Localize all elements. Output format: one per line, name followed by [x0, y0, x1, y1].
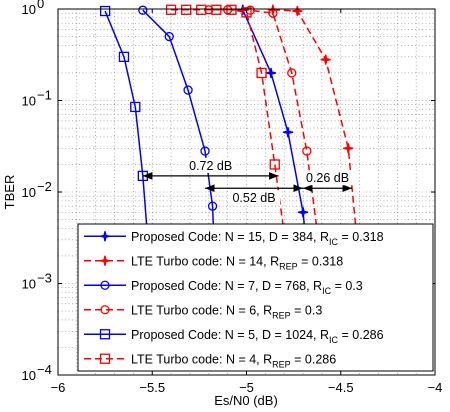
y-tick-label: 10 — [22, 368, 36, 383]
legend-entry: Proposed Code: N = 15, D = 384, RIC = 0.… — [84, 230, 384, 247]
legend-label: Proposed Code: N = 7, D = 768, RIC = 0.3 — [131, 279, 363, 296]
data-point — [265, 67, 277, 79]
x-tick-label: −5.5 — [139, 380, 165, 395]
data-point — [196, 4, 207, 15]
data-point — [181, 4, 192, 15]
data-point — [200, 146, 210, 156]
x-tick-label: −4.5 — [328, 380, 354, 395]
x-tick-label: −5 — [239, 380, 254, 395]
data-point — [292, 5, 303, 17]
y-tick-exponent: −2 — [37, 179, 52, 194]
annotation-label-bg — [228, 190, 281, 206]
legend-entry: LTE Turbo code: N = 6, RREP = 0.3 — [84, 303, 322, 320]
y-tick-label: 10 — [22, 2, 36, 17]
legend-marker — [99, 329, 111, 340]
data-point — [269, 159, 280, 170]
data-point — [302, 146, 312, 156]
data-point — [130, 101, 141, 113]
data-point — [211, 4, 222, 15]
legend-marker — [99, 353, 111, 364]
annotation-label: 0.72 dB — [189, 159, 232, 173]
legend-label: LTE Turbo code: N = 6, RREP = 0.3 — [131, 303, 322, 320]
data-point — [183, 85, 193, 95]
data-point — [343, 143, 354, 154]
data-point — [207, 201, 218, 211]
data-point — [282, 127, 294, 138]
legend-marker — [100, 280, 110, 290]
legend-entry: Proposed Code: N = 5, D = 1024, RIC = 0.… — [84, 328, 384, 345]
annotation-label: 0.26 dB — [306, 171, 349, 185]
y-tick-exponent: −1 — [37, 88, 52, 103]
y-tick-label: 10 — [22, 277, 36, 292]
y-axis-label: TBER — [2, 175, 17, 210]
legend-box — [77, 223, 434, 372]
legend-label: LTE Turbo code: N = 14, RREP = 0.318 — [131, 254, 343, 271]
y-tick-exponent: 0 — [37, 0, 44, 11]
annotation-label: 0.52 dB — [232, 191, 275, 205]
data-point — [256, 67, 267, 79]
data-point — [297, 207, 309, 218]
data-point — [99, 5, 111, 17]
legend-label: LTE Turbo code: N = 4, RREP = 0.286 — [131, 352, 336, 369]
y-tick-exponent: −3 — [37, 271, 52, 286]
x-tick-label: −4 — [428, 380, 443, 395]
legend-label: Proposed Code: N = 5, D = 1024, RIC = 0.… — [131, 328, 384, 345]
x-axis-label: Es/N0 (dB) — [214, 393, 278, 408]
legend-marker — [100, 305, 110, 315]
data-point — [165, 4, 177, 15]
data-point — [320, 54, 331, 65]
legend: Proposed Code: N = 15, D = 384, RIC = 0.… — [77, 223, 434, 372]
data-point — [138, 5, 148, 15]
annotation-layer: 0.72 dB 0.52 dB 0.26 dB — [142, 157, 354, 206]
data-point — [118, 51, 130, 62]
y-tick-exponent: −4 — [37, 362, 52, 377]
data-point — [287, 68, 297, 78]
data-point — [164, 31, 174, 42]
data-point — [226, 4, 237, 15]
legend-entry: LTE Turbo code: N = 14, RREP = 0.318 — [84, 254, 343, 271]
annotation-label-bg — [301, 170, 354, 186]
series-line — [104, 10, 153, 298]
series-line — [142, 9, 218, 298]
legend-label: Proposed Code: N = 15, D = 384, RIC = 0.… — [131, 230, 384, 247]
annotation-label-bg — [184, 157, 237, 173]
x-tick-label: −6 — [51, 380, 66, 395]
data-point — [241, 7, 252, 18]
legend-marker — [99, 255, 111, 266]
legend-marker — [99, 231, 111, 242]
legend-entry: LTE Turbo code: N = 4, RREP = 0.286 — [84, 352, 336, 369]
y-tick-label: 10 — [22, 94, 36, 109]
y-tick-label: 10 — [22, 185, 36, 200]
legend-entry: Proposed Code: N = 7, D = 768, RIC = 0.3 — [84, 279, 363, 296]
